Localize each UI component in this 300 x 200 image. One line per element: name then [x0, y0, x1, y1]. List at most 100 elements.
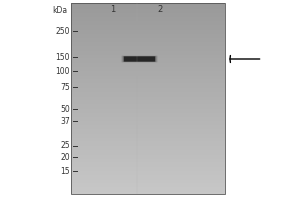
Bar [70, 193, 225, 194]
Bar [70, 57, 225, 58]
Bar [70, 69, 225, 70]
Bar [70, 92, 225, 93]
Bar [70, 164, 225, 165]
Bar [70, 171, 225, 172]
Bar [70, 95, 225, 96]
Bar [70, 151, 225, 152]
Bar [70, 114, 225, 115]
Bar [70, 56, 225, 57]
Bar [70, 184, 225, 185]
Text: 15: 15 [61, 166, 70, 176]
Bar [70, 9, 225, 10]
Bar [70, 68, 225, 69]
Bar [70, 21, 225, 22]
Text: 2: 2 [158, 5, 163, 14]
Bar [70, 109, 225, 110]
Bar [70, 126, 225, 127]
Text: 150: 150 [56, 52, 70, 62]
Bar [70, 73, 225, 74]
Bar [70, 97, 225, 98]
Bar [70, 146, 225, 147]
Bar [70, 123, 225, 124]
Text: 75: 75 [60, 83, 70, 92]
FancyBboxPatch shape [122, 56, 158, 62]
Bar [70, 134, 225, 135]
Bar [70, 132, 225, 133]
Bar [70, 113, 225, 114]
Bar [70, 173, 225, 174]
Bar [70, 4, 225, 5]
Bar [70, 45, 225, 46]
Bar [70, 167, 225, 168]
Bar [70, 100, 225, 101]
Bar [70, 18, 225, 19]
Bar [70, 187, 225, 188]
Bar [70, 98, 225, 99]
Bar [70, 26, 225, 27]
Bar [70, 70, 225, 71]
Bar [70, 140, 225, 141]
Bar [70, 121, 225, 122]
Bar [70, 118, 225, 119]
Bar [70, 48, 225, 49]
Bar [70, 42, 225, 43]
Bar [70, 61, 225, 62]
Bar [70, 60, 225, 61]
Bar [70, 179, 225, 180]
Bar [70, 87, 225, 88]
Text: kDa: kDa [52, 6, 67, 15]
Bar [70, 133, 225, 134]
Bar [70, 176, 225, 177]
Bar [70, 129, 225, 130]
Bar [70, 64, 225, 65]
Bar [70, 52, 225, 53]
Bar [70, 102, 225, 103]
Bar [70, 149, 225, 150]
Bar [70, 181, 225, 182]
Bar [70, 153, 225, 154]
Bar [70, 43, 225, 44]
Bar [70, 63, 225, 64]
Bar [70, 33, 225, 34]
Bar [70, 141, 225, 142]
Bar [70, 12, 225, 13]
Bar [70, 81, 225, 82]
Bar [70, 28, 225, 29]
Bar [70, 22, 225, 23]
Bar [70, 154, 225, 155]
Bar [70, 158, 225, 159]
Text: 1: 1 [110, 5, 115, 14]
Bar [70, 19, 225, 20]
Text: 50: 50 [60, 104, 70, 114]
Bar [70, 59, 225, 60]
Bar [70, 67, 225, 68]
Bar [70, 94, 225, 95]
Bar [70, 23, 225, 24]
Text: 250: 250 [56, 26, 70, 36]
Bar [70, 107, 225, 108]
Bar [70, 145, 225, 146]
Bar [70, 46, 225, 47]
Bar [70, 170, 225, 171]
Bar [70, 16, 225, 17]
Bar [70, 7, 225, 8]
Bar [70, 76, 225, 77]
Bar [70, 159, 225, 160]
Bar [70, 8, 225, 9]
Bar [70, 41, 225, 42]
Bar [70, 177, 225, 178]
Bar [70, 150, 225, 151]
Text: 37: 37 [60, 116, 70, 126]
Bar [70, 17, 225, 18]
Bar [70, 188, 225, 189]
Bar [70, 31, 225, 32]
Bar [70, 20, 225, 21]
Bar [70, 99, 225, 100]
Bar [70, 53, 225, 54]
Bar [70, 88, 225, 89]
Bar [70, 143, 225, 144]
Text: 25: 25 [61, 142, 70, 150]
Bar [70, 3, 225, 4]
FancyBboxPatch shape [124, 56, 155, 62]
Bar [70, 72, 225, 73]
